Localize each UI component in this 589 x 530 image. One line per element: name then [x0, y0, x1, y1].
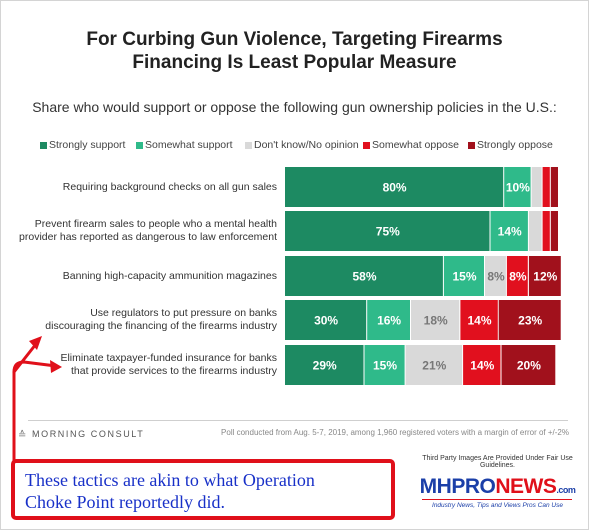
data-label: 14% [498, 225, 522, 239]
bar-segment [285, 300, 367, 340]
row-label-line: Prevent firearm sales to people who a me… [34, 218, 277, 230]
bar-segment [550, 211, 558, 251]
data-label: 75% [376, 225, 400, 239]
arrow-head-icon [50, 360, 62, 373]
legend-label: Somewhat support [145, 139, 233, 151]
bar-segment [460, 300, 498, 340]
bar-segment [443, 256, 484, 296]
bar-segment [367, 300, 410, 340]
data-label: 12% [533, 270, 557, 284]
data-label: 58% [352, 270, 376, 284]
mhpronews-badge: Third Party Images Are Provided Under Fa… [410, 455, 585, 525]
logo-part-3: .com [556, 485, 576, 495]
row-label-line: that provide services to the firearms in… [70, 365, 277, 377]
data-label: 18% [424, 314, 448, 328]
row-label-line: Banning high-capacity ammunition magazin… [62, 269, 277, 282]
mhpronews-logo: MHPRONEWS.com [410, 475, 585, 499]
bar-segment [411, 300, 460, 340]
row-label: Prevent firearm sales to people who a me… [19, 218, 277, 244]
callout-line-1: These tactics are akin to what Operation [25, 470, 315, 490]
row-label-line: Use regulators to put pressure on banks [90, 307, 277, 319]
footer-divider [28, 420, 568, 421]
data-label: 15% [373, 359, 397, 373]
legend-swatch [245, 142, 252, 149]
bar-segment [364, 345, 405, 385]
chart-title-line-2: Financing Is Least Popular Measure [132, 52, 457, 73]
logo-tagline: Industry News, Tips and Views Pros Can U… [432, 502, 563, 509]
row-label-line: discouraging the financing of the firear… [45, 320, 277, 332]
callout-box: These tactics are akin to what Operation… [11, 459, 395, 520]
brand-name: MORNING CONSULT [32, 429, 145, 439]
legend-label: Somewhat oppose [372, 139, 459, 151]
bar-segment [405, 345, 463, 385]
bar-segment [542, 211, 550, 251]
logo-underline [422, 499, 572, 500]
data-label: 10% [506, 181, 530, 195]
legend-label: Strongly oppose [477, 139, 553, 151]
bar-segment [531, 167, 542, 207]
legend-label: Don't know/No opinion [254, 139, 359, 151]
poll-footnote: Poll conducted from Aug. 5-7, 2019, amon… [221, 428, 569, 437]
row-label-line: Requiring background checks on all gun s… [62, 180, 277, 193]
bar-segment [504, 167, 531, 207]
bar-segment [528, 211, 542, 251]
bar-segment [506, 256, 528, 296]
bar-segment [490, 211, 528, 251]
data-label: 16% [377, 314, 401, 328]
row-label: Banning high-capacity ammunition magazin… [63, 270, 277, 283]
morning-consult-logo-icon: ≙ [18, 430, 27, 441]
data-label: 80% [383, 181, 407, 195]
chart-subtitle: Share who would support or oppose the fo… [32, 99, 557, 115]
row-label: Use regulators to put pressure on banks d… [45, 307, 277, 333]
logo-part-1: MHPRO [419, 475, 496, 498]
bar-segment [285, 211, 490, 251]
chart-title: For Curbing Gun Violence, Targeting Fire… [0, 28, 589, 74]
data-label: 21% [422, 359, 446, 373]
brand-logo: ≙ MORNING CONSULT [18, 429, 145, 441]
bar-segment [485, 256, 506, 296]
bar-segment [550, 167, 558, 207]
legend-swatch [468, 142, 475, 149]
data-label: 20% [517, 359, 541, 373]
arrow-to-insurance-policy [12, 360, 58, 464]
bar-segment [285, 256, 443, 296]
legend-label: Strongly support [49, 139, 126, 151]
legend-swatch [40, 142, 47, 149]
row-label: Requiring background checks on all gun s… [63, 181, 277, 194]
bar-segment [285, 345, 364, 385]
callout-line-2: Choke Point reportedly did. [25, 492, 225, 512]
data-label: 14% [467, 314, 491, 328]
data-label: 8% [509, 270, 527, 284]
bar-segment [501, 345, 556, 385]
data-label: 29% [313, 359, 337, 373]
row-label: Eliminate taxpayer-funded insurance for … [60, 352, 277, 378]
data-label: 23% [518, 314, 542, 328]
fair-use-notice: Third Party Images Are Provided Under Fa… [422, 455, 573, 469]
bar-segment [542, 167, 550, 207]
row-label-line: provider has reported as dangerous to la… [19, 231, 277, 243]
row-label-line: Eliminate taxpayer-funded insurance for … [60, 352, 277, 364]
legend-swatch [136, 142, 143, 149]
bar-segment [285, 167, 504, 207]
bar-segment [498, 300, 561, 340]
bar-segment [463, 345, 501, 385]
arrow-head-icon [29, 336, 42, 350]
arrow-to-regulators-policy [12, 342, 38, 374]
data-label: 30% [314, 314, 338, 328]
logo-part-2: NEWS [495, 475, 557, 498]
data-label: 15% [452, 270, 476, 284]
bar-segment [528, 256, 561, 296]
chart-title-line-1: For Curbing Gun Violence, Targeting Fire… [86, 29, 503, 50]
legend-swatch [363, 142, 370, 149]
data-label: 14% [470, 359, 494, 373]
data-label: 8% [487, 270, 505, 284]
